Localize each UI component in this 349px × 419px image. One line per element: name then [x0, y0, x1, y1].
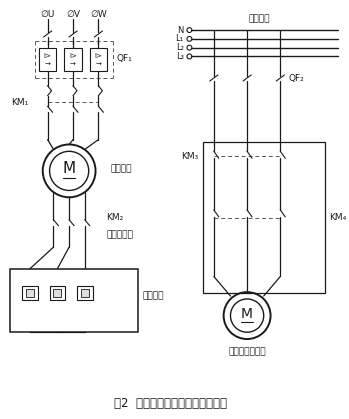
Text: QF₂: QF₂ — [288, 75, 304, 83]
Text: I>: I> — [69, 52, 77, 59]
Bar — [77, 286, 92, 300]
Text: 三相四线: 三相四线 — [248, 14, 269, 23]
Text: M: M — [62, 161, 76, 176]
Text: L₂: L₂ — [176, 43, 184, 52]
Text: N: N — [177, 26, 184, 35]
Text: ∅W: ∅W — [90, 10, 107, 19]
Bar — [53, 289, 61, 297]
Bar — [39, 48, 57, 71]
Text: I>: I> — [95, 52, 102, 59]
Bar — [22, 286, 38, 300]
Text: QF₁: QF₁ — [116, 54, 132, 63]
Text: 极板移动电动机: 极板移动电动机 — [228, 347, 266, 356]
Text: ∅V: ∅V — [66, 10, 80, 19]
Text: →: → — [45, 62, 51, 68]
Text: L₃: L₃ — [176, 52, 184, 61]
Bar — [81, 289, 89, 297]
Bar — [50, 286, 65, 300]
Text: →: → — [70, 62, 76, 68]
Text: 主电动机: 主电动机 — [110, 164, 132, 173]
Text: KM₃: KM₃ — [181, 152, 198, 161]
Text: I>: I> — [44, 52, 52, 59]
Text: 短接接触器: 短接接触器 — [106, 230, 133, 239]
Text: 图2  液阻软启动控制系统主电路图: 图2 液阻软启动控制系统主电路图 — [114, 397, 227, 410]
Text: KM₄: KM₄ — [329, 213, 347, 222]
Text: M: M — [241, 307, 253, 321]
Text: 液体电阴: 液体电阴 — [142, 292, 164, 300]
Bar — [64, 48, 82, 71]
Text: L₁: L₁ — [176, 34, 184, 44]
Bar — [203, 142, 325, 293]
Bar — [26, 289, 34, 297]
Text: ∅U: ∅U — [40, 10, 55, 19]
Bar — [10, 269, 138, 332]
Text: KM₂: KM₂ — [106, 213, 124, 222]
Text: →: → — [96, 62, 102, 68]
Text: KM₁: KM₁ — [11, 98, 28, 107]
Bar — [90, 48, 107, 71]
